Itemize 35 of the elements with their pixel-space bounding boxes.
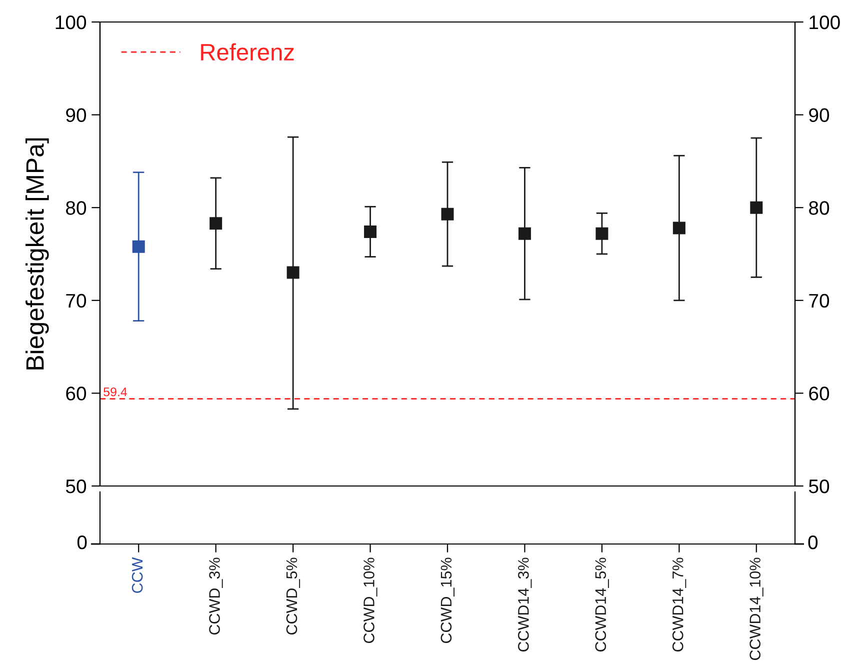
y-tick-label: 70 bbox=[66, 294, 86, 308]
y2-tick-label: 90 bbox=[809, 108, 830, 122]
y-axis-title: Biegefestigkeit [MPa] bbox=[26, 138, 49, 370]
text: 0 bbox=[808, 535, 818, 550]
x-tick-label: CCWD14_7% bbox=[672, 558, 686, 652]
x-tick-label: CCWD_3% bbox=[209, 558, 223, 635]
annotation: 59.4 bbox=[104, 387, 128, 396]
y2-tick-label: 60 bbox=[809, 386, 830, 400]
x-tick-label: CCWD14_5% bbox=[595, 558, 609, 652]
point bbox=[750, 201, 763, 214]
point bbox=[132, 240, 145, 253]
y-tick-label: 100 bbox=[56, 15, 86, 30]
y-tick-label: 80 bbox=[66, 201, 86, 215]
point bbox=[672, 222, 686, 234]
x-tick-label: CCW bbox=[132, 557, 143, 593]
y2-tick-label: 80 bbox=[809, 201, 830, 215]
x-tick-label: CCWD14_10% bbox=[750, 558, 764, 660]
text: 0 bbox=[77, 535, 87, 550]
x-tick-label: CCWD_5% bbox=[286, 558, 300, 635]
point bbox=[210, 217, 222, 230]
x-tick-label: CCWD_15% bbox=[440, 558, 454, 644]
y2-tick-label: 50 bbox=[808, 479, 830, 494]
x-tick-label: CCWD_10% bbox=[364, 558, 378, 644]
point bbox=[596, 227, 608, 240]
point bbox=[441, 208, 454, 220]
y-tick-label: 60 bbox=[66, 386, 86, 400]
point bbox=[364, 225, 377, 238]
y-tick-label: 90 bbox=[66, 108, 86, 122]
legend-label: Referenz bbox=[201, 43, 294, 61]
y2-tick-label: 100 bbox=[810, 15, 840, 30]
point bbox=[518, 227, 531, 240]
y2-tick-label: 70 bbox=[809, 294, 830, 308]
y-tick-label: 50 bbox=[66, 479, 86, 494]
x-tick-label: CCWD14_3% bbox=[518, 558, 532, 652]
point bbox=[286, 266, 300, 279]
